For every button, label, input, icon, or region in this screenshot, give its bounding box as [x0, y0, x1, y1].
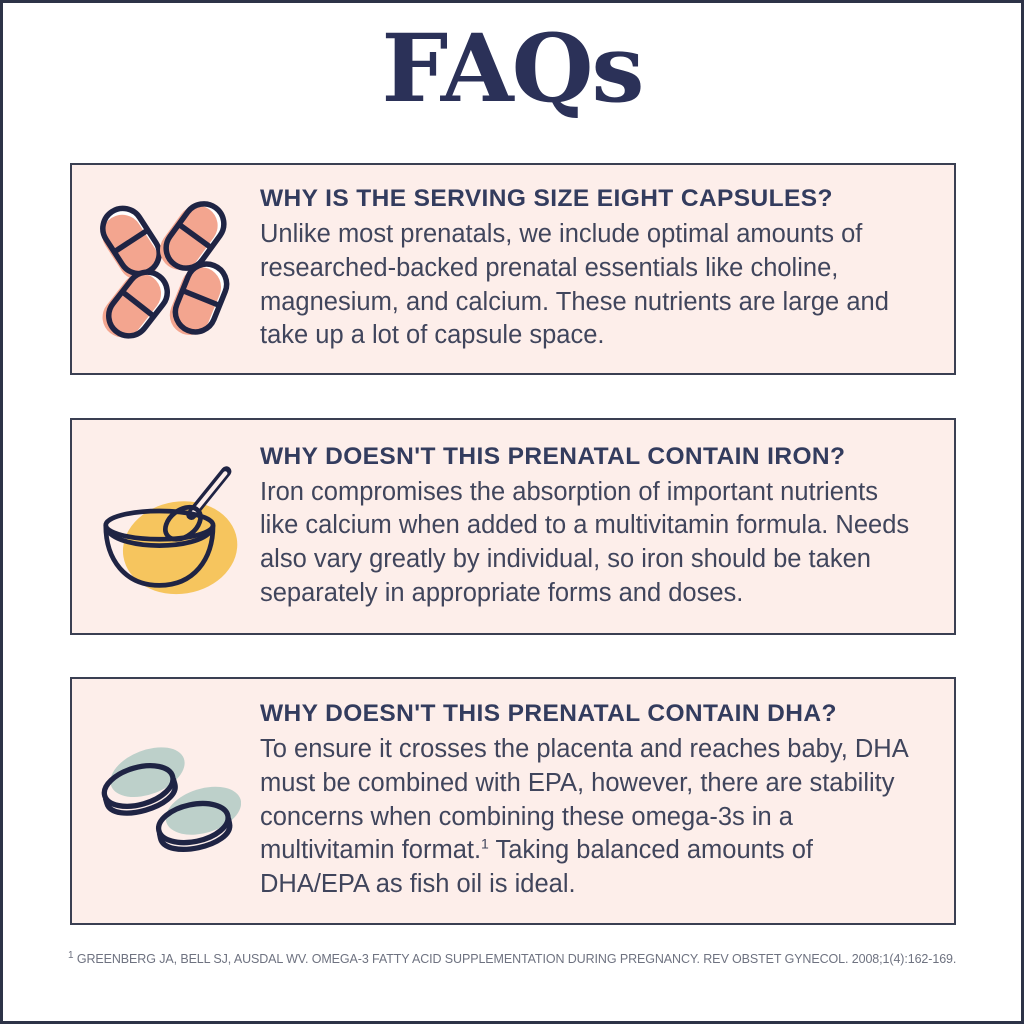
faq-answer-text: Taking balanced amounts of DHA/EPA as fi… — [260, 836, 814, 898]
bowl-and-spoon-icon — [72, 456, 260, 598]
faq-text-block: WHY IS THE SERVING SIZE EIGHT CAPSULES? … — [260, 185, 954, 353]
faq-card-serving-size: WHY IS THE SERVING SIZE EIGHT CAPSULES? … — [70, 163, 956, 375]
faq-answer: To ensure it crosses the placenta and re… — [260, 733, 922, 901]
citation-reference-marker: 1 — [481, 835, 489, 852]
tablets-icon — [72, 731, 260, 871]
citation-footnote: 1 GREENBERG JA, BELL SJ, AUSDAL WV. OMEG… — [68, 950, 988, 966]
faq-question: WHY DOESN'T THIS PRENATAL CONTAIN DHA? — [260, 700, 837, 728]
faq-question: WHY IS THE SERVING SIZE EIGHT CAPSULES? — [260, 185, 833, 213]
faq-text-block: WHY DOESN'T THIS PRENATAL CONTAIN IRON? … — [260, 443, 954, 611]
page-title: FAQs — [381, 14, 645, 124]
faq-card-iron: WHY DOESN'T THIS PRENATAL CONTAIN IRON? … — [70, 418, 956, 635]
footnote-text: GREENBERG JA, BELL SJ, AUSDAL WV. OMEGA-… — [76, 952, 957, 967]
faq-answer: Unlike most prenatals, we include optima… — [260, 220, 889, 350]
capsules-icon — [72, 194, 260, 344]
faq-card-dha: WHY DOESN'T THIS PRENATAL CONTAIN DHA? T… — [70, 677, 956, 925]
faq-question: WHY DOESN'T THIS PRENATAL CONTAIN IRON? — [260, 442, 846, 470]
faq-answer: Iron compromises the absorption of impor… — [260, 477, 910, 607]
faq-text-block: WHY DOESN'T THIS PRENATAL CONTAIN DHA? T… — [260, 700, 954, 901]
faq-answer-text: To ensure it crosses the placenta and re… — [260, 735, 908, 865]
footnote-marker: 1 — [68, 950, 74, 961]
